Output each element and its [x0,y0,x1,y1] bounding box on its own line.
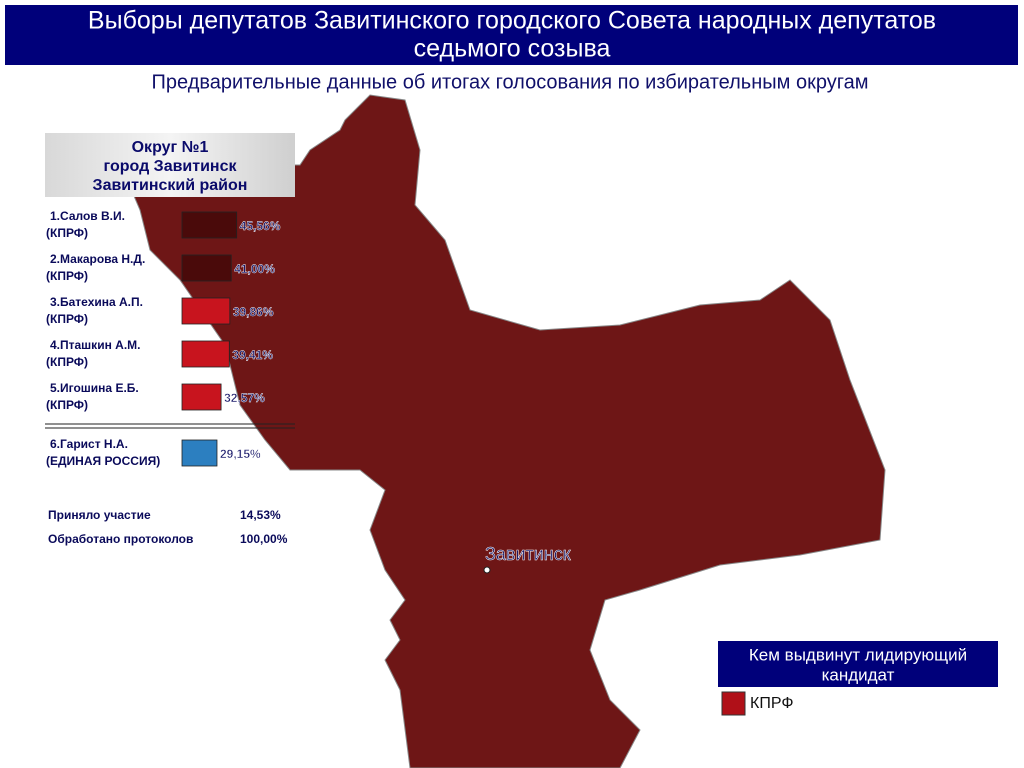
stat-value: 14,53% [240,508,281,522]
stat-value: 100,00% [240,532,288,546]
candidate-party: (ЕДИНАЯ РОССИЯ) [46,454,160,468]
city-label: Завитинск [485,544,571,564]
candidate-name: 2.Макарова Н.Д. [50,252,145,266]
value-label: 39,41% [232,348,273,362]
title: седьмого созыва [414,35,611,63]
legend-title: кандидат [822,665,895,684]
bar [181,211,238,239]
stat-label: Обработано протоколов [48,532,193,546]
bar [181,439,218,467]
bar [181,297,231,325]
candidate-name: 3.Батехина А.П. [50,295,143,309]
stat-label: Приняло участие [48,508,151,522]
value-label: 39,86% [233,305,274,319]
city-dot [483,566,491,574]
legend-swatch [721,691,746,716]
value-label: 41,00% [234,262,275,276]
candidate-party: (КПРФ) [46,355,88,369]
value-label: 29,15% [220,447,261,461]
candidate-party: (КПРФ) [46,226,88,240]
candidate-name: 6.Гарист Н.А. [50,437,128,451]
candidate-party: (КПРФ) [46,312,88,326]
map-region [124,94,886,768]
bar [181,254,232,282]
value-label: 45,56% [240,219,281,233]
bar [181,340,230,368]
subtitle: Предварительные данные об итогах голосов… [152,71,869,93]
candidate-name: 1.Салов В.И. [50,209,125,223]
title: Выборы депутатов Завитинского городского… [88,7,936,35]
district-box [45,133,295,197]
legend-box [718,641,998,687]
value-label: 32,57% [224,391,265,405]
district-title: город Завитинск [104,158,238,175]
candidate-party: (КПРФ) [46,269,88,283]
candidate-name: 5.Игошина Е.Б. [50,381,139,395]
candidate-name: 4.Пташкин А.М. [50,338,140,352]
candidate-party: (КПРФ) [46,398,88,412]
bar [181,383,222,411]
legend-title: Кем выдвинут лидирующий [749,645,967,664]
district-title: Округ №1 [132,139,209,156]
district-title: Завитинский район [93,177,248,194]
legend-label: КПРФ [750,695,793,712]
title-bar [5,5,1018,65]
